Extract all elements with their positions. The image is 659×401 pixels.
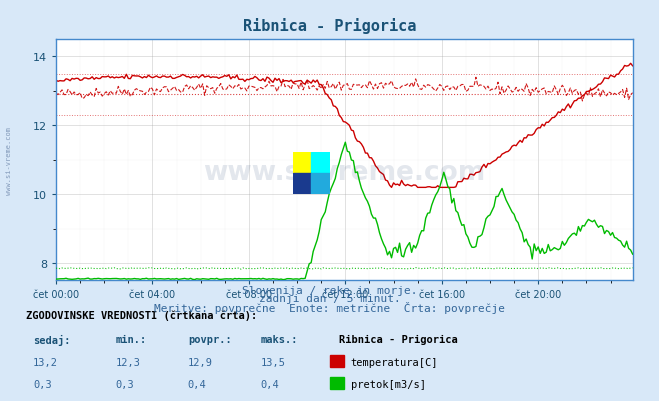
Bar xyxy=(312,152,330,173)
Text: ZGODOVINSKE VREDNOSTI (črtkana črta):: ZGODOVINSKE VREDNOSTI (črtkana črta): xyxy=(26,310,258,320)
Text: Ribnica - Prigorica: Ribnica - Prigorica xyxy=(243,18,416,34)
Bar xyxy=(293,173,312,194)
Text: temperatura[C]: temperatura[C] xyxy=(351,357,438,367)
Text: 12,9: 12,9 xyxy=(188,357,213,367)
Bar xyxy=(312,173,330,194)
Text: 0,3: 0,3 xyxy=(115,379,134,389)
Text: 13,5: 13,5 xyxy=(260,357,285,367)
Text: pretok[m3/s]: pretok[m3/s] xyxy=(351,379,426,389)
Text: min.:: min.: xyxy=(115,334,146,344)
Text: Meritve: povprečne  Enote: metrične  Črta: povprečje: Meritve: povprečne Enote: metrične Črta:… xyxy=(154,302,505,314)
Bar xyxy=(330,355,344,367)
Text: Ribnica - Prigorica: Ribnica - Prigorica xyxy=(339,334,458,344)
Text: www.si-vreme.com: www.si-vreme.com xyxy=(203,160,486,185)
Text: maks.:: maks.: xyxy=(260,334,298,344)
Text: 0,3: 0,3 xyxy=(33,379,51,389)
Text: zadnji dan / 5 minut.: zadnji dan / 5 minut. xyxy=(258,294,401,304)
Text: 13,2: 13,2 xyxy=(33,357,58,367)
Bar xyxy=(330,377,344,389)
Bar xyxy=(293,152,312,173)
Text: Slovenija / reke in morje.: Slovenija / reke in morje. xyxy=(242,286,417,296)
Text: 12,3: 12,3 xyxy=(115,357,140,367)
Text: www.si-vreme.com: www.si-vreme.com xyxy=(5,126,12,194)
Text: 0,4: 0,4 xyxy=(260,379,279,389)
Text: povpr.:: povpr.: xyxy=(188,334,231,344)
Text: 0,4: 0,4 xyxy=(188,379,206,389)
Text: sedaj:: sedaj: xyxy=(33,334,71,345)
